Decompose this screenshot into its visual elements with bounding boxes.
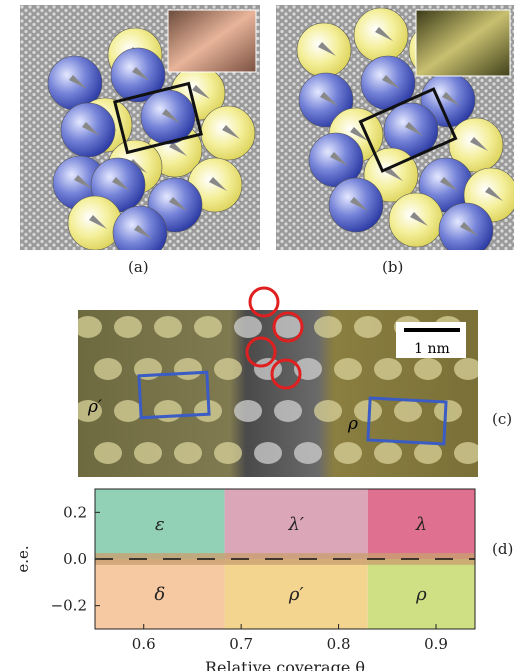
orientation-arrow-icon <box>375 27 393 41</box>
panel-b-label: (b) <box>382 258 404 276</box>
panel-a-model <box>20 5 260 250</box>
orientation-arrow-icon <box>382 75 400 89</box>
stm-inset-a <box>167 9 257 73</box>
orientation-arrow-icon <box>485 187 503 201</box>
panel-d-chart: ε λ′ λ δ ρ′ ρ 0.6 0.7 0.8 0.9 0.2 0.0 −0.2 Relative c… <box>14 488 476 671</box>
cell-label-rho-prime: ρ′ <box>87 397 102 417</box>
unit-cell-rho <box>366 396 448 446</box>
helicene-molecules <box>245 286 304 390</box>
orientation-arrow-icon <box>318 42 336 56</box>
orientation-arrow-icon <box>350 197 368 211</box>
x-tick-label: 0.9 <box>424 635 448 653</box>
orientation-arrow-icon <box>350 127 368 141</box>
region-1 <box>224 489 368 559</box>
scale-bar-label: 1 nm <box>414 341 450 357</box>
panel-d-label: (d) <box>492 540 514 558</box>
unit-cell-a <box>113 81 203 155</box>
orientation-arrow-icon <box>222 125 240 139</box>
region-5 <box>367 559 475 629</box>
orientation-arrow-icon <box>385 167 403 181</box>
stm-inset-b <box>415 9 511 77</box>
region-3 <box>95 559 225 629</box>
orientation-arrow-icon <box>89 215 107 229</box>
region-4 <box>224 559 368 629</box>
panel-a-label: (a) <box>128 258 149 276</box>
orientation-arrow-icon <box>69 75 87 89</box>
panel-c-stm: 1 nm ρ′ ρ <box>78 286 478 477</box>
orientation-arrow-icon <box>132 67 150 81</box>
orientation-arrow-icon <box>134 225 152 239</box>
y-tick-label: 0.2 <box>63 503 87 521</box>
orientation-arrow-icon <box>162 109 180 123</box>
zero-band <box>95 553 475 565</box>
region-label: ρ <box>415 584 427 605</box>
stm-features <box>78 316 478 464</box>
x-axis-label: Relative coverage θ <box>205 658 365 671</box>
y-tick-label: −0.2 <box>51 597 87 615</box>
unit-cell-b <box>358 87 458 173</box>
unit-cell-rho-prime <box>137 370 211 420</box>
orientation-arrow-icon <box>410 212 428 226</box>
orientation-arrow-icon <box>442 92 460 106</box>
orientation-arrow-icon <box>470 137 488 151</box>
orientation-arrow-icon <box>112 177 130 191</box>
x-tick-label: 0.6 <box>132 635 156 653</box>
x-tick-label: 0.7 <box>229 635 253 653</box>
region-0 <box>95 489 225 559</box>
molecule-array <box>47 27 256 250</box>
y-axis-label: e.e. <box>14 545 32 572</box>
molecule-array <box>296 7 514 250</box>
panel-c-label: (c) <box>492 410 513 428</box>
region-label: ρ′ <box>288 584 304 605</box>
cell-label-rho: ρ <box>347 414 358 434</box>
orientation-arrow-icon <box>405 122 423 136</box>
panel-b-model <box>276 5 514 250</box>
region-label: λ′ <box>287 514 304 535</box>
region-label: λ <box>415 514 427 535</box>
y-tick-label: 0.0 <box>63 550 87 568</box>
orientation-arrow-icon <box>74 175 92 189</box>
orientation-arrow-icon <box>169 142 187 156</box>
orientation-arrow-icon <box>169 197 187 211</box>
x-tick-label: 0.8 <box>327 635 351 653</box>
orientation-arrow-icon <box>192 85 210 99</box>
orientation-arrow-icon <box>209 177 227 191</box>
region-label: ε <box>155 514 165 535</box>
orientation-arrow-icon <box>330 152 348 166</box>
orientation-arrow-icon <box>440 177 458 191</box>
orientation-arrow-icon <box>82 122 100 136</box>
region-2 <box>367 489 475 559</box>
region-label: δ <box>154 584 165 605</box>
orientation-arrow-icon <box>460 222 478 236</box>
orientation-arrow-icon <box>129 159 147 173</box>
orientation-arrow-icon <box>320 92 338 106</box>
